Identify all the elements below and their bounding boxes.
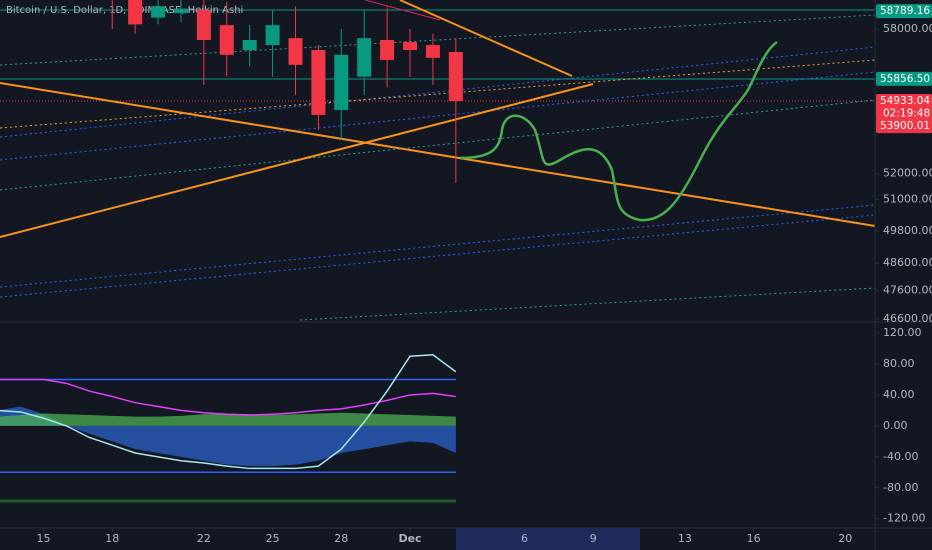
y-tick-label: -40.00 [883,450,918,463]
y-tick-label: 48600.00 [883,256,932,269]
price-tag [876,71,932,86]
channel-line [299,287,876,321]
x-tick-label: 9 [590,532,597,545]
osc-area [0,406,456,467]
price-tag-label: 54933.04 [880,95,930,107]
x-tick-label: 25 [266,532,280,545]
candle-body [311,50,326,115]
candle-body [334,54,349,110]
y-tick-label: 58000.00 [883,22,932,35]
candle-body [196,10,211,40]
y-tick-label: 46600.00 [883,312,932,325]
freehand-drawing [459,40,778,222]
y-tick-label: 47600.00 [883,284,932,297]
y-tick-label: 0.00 [883,419,908,432]
trend-line [0,82,876,227]
y-tick-label: 51000.00 [883,192,932,205]
price-tag [876,93,932,108]
x-tick-label: 20 [838,532,852,545]
y-tick-label: -80.00 [883,481,918,494]
channel-line [0,59,876,129]
trend-line [0,83,594,238]
candle-body [288,38,303,65]
candle-body [128,0,143,25]
candle-body [151,6,166,18]
candle-body [380,39,395,60]
price-tag [876,119,932,134]
x-tick-label: 6 [521,532,528,545]
chart-title: Bitcoin / U.S. Dollar, 1D, COINBASE, Hei… [6,5,243,16]
channel-line [0,46,876,138]
price-tag [876,4,932,19]
y-tick-label: -120.00 [883,512,925,525]
x-tick-label: 13 [678,532,692,545]
osc-line [0,353,457,470]
candle-body [448,52,463,101]
candle-body [219,25,234,55]
x-tick-label: 15 [37,532,51,545]
x-tick-label: 16 [747,532,761,545]
x-tick-label: 28 [334,532,348,545]
y-tick-label: 120.00 [883,326,922,339]
channel-line [0,71,876,161]
x-tick-label: 18 [105,532,119,545]
x-tick-label: Dec [398,532,421,545]
candle-body [403,42,418,51]
countdown-label: 02:19:48 [883,108,930,120]
y-tick-label: 52000.00 [883,167,932,180]
candle-body [425,45,440,58]
y-tick-label: 80.00 [883,357,915,370]
candle-body [265,25,280,46]
price-tag-label: 53900.01 [880,120,930,132]
candle-body [173,8,188,14]
trend-line [399,0,573,77]
trend-line [364,0,441,21]
channel-line [0,214,876,298]
y-tick-label: 40.00 [883,388,915,401]
candle-body [357,38,372,77]
channel-line [0,14,876,66]
countdown-tag [876,107,932,120]
osc-area [0,412,456,426]
price-tag-label: 55856.50 [880,73,930,85]
channel-line [0,99,876,191]
candle-body [242,39,257,51]
x-tick-label: 22 [197,532,211,545]
drawings [0,0,876,321]
y-tick-label: 49800.00 [883,224,932,237]
time-range-highlight [456,528,640,550]
channel-line [0,204,876,288]
price-tag-label: 58789.16 [880,5,930,17]
